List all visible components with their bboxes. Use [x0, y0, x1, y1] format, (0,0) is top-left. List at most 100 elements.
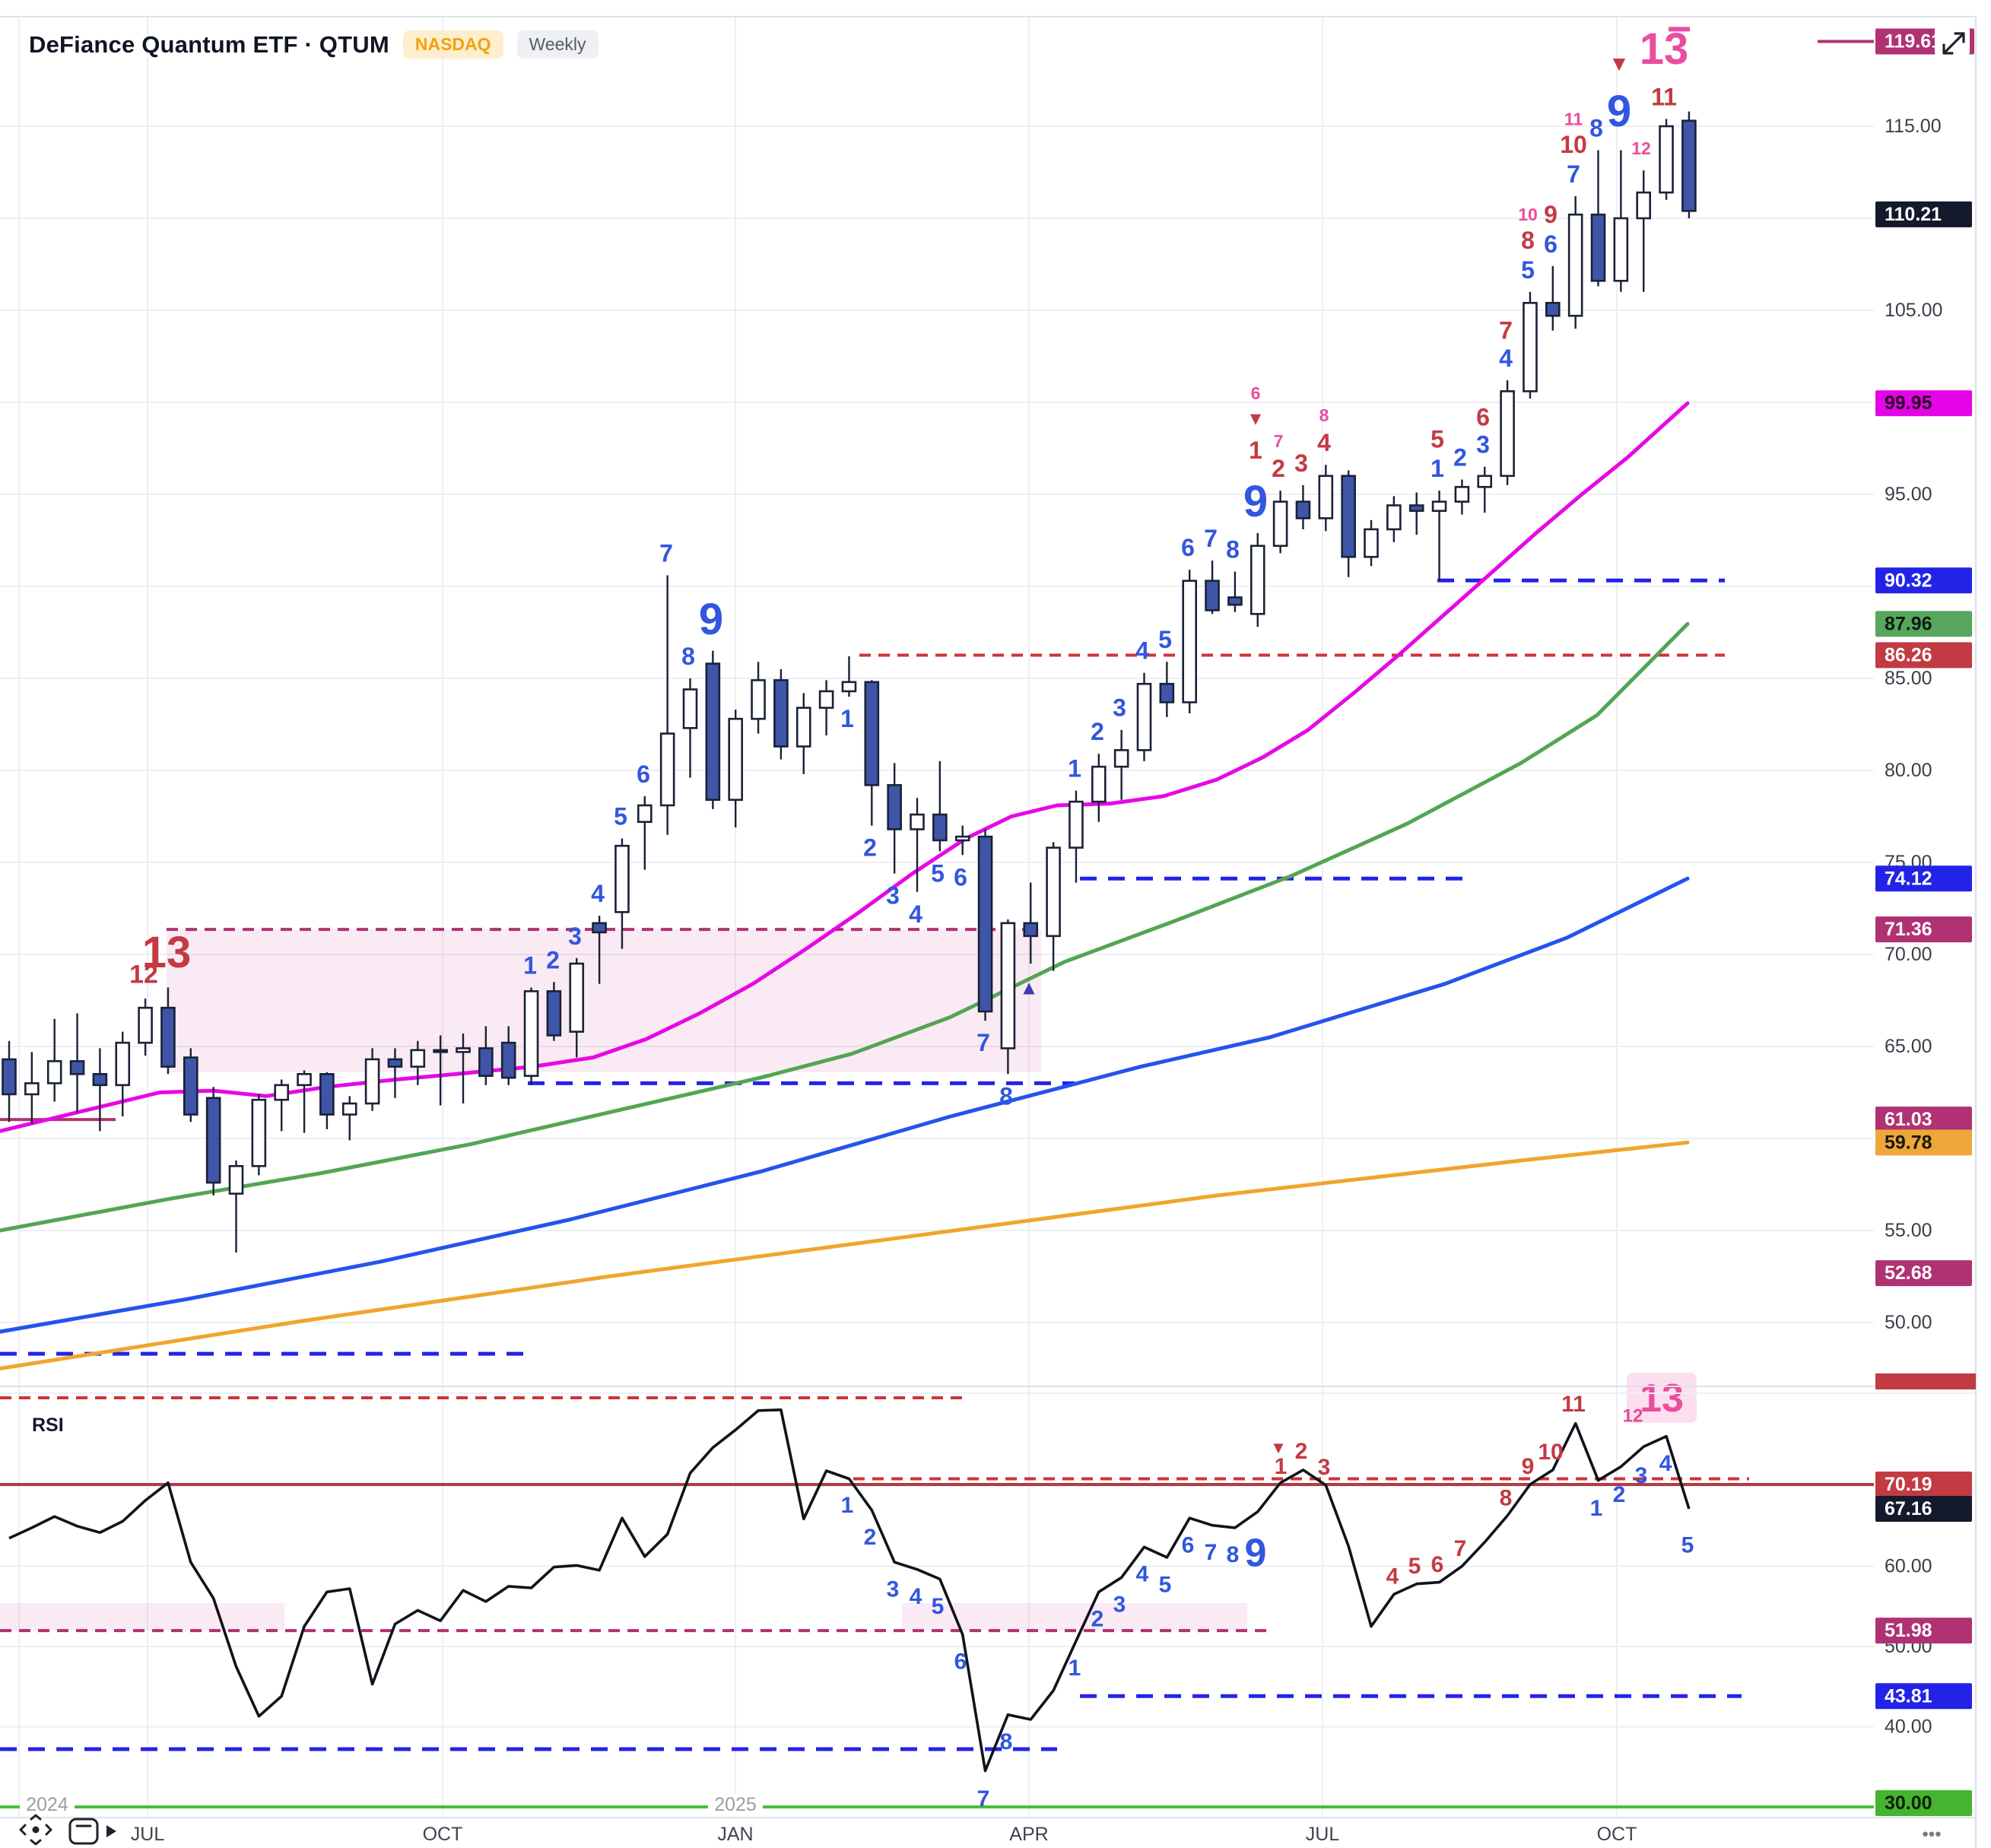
- svg-text:8: 8: [1226, 536, 1240, 564]
- svg-text:10: 10: [1518, 205, 1538, 224]
- svg-text:4: 4: [1499, 345, 1513, 372]
- svg-text:12: 12: [1631, 138, 1651, 158]
- svg-text:61.03: 61.03: [1885, 1109, 1932, 1130]
- price-axis[interactable]: 115.00105.0095.0085.0080.0075.0070.0065.…: [1875, 28, 1976, 1389]
- candle: [478, 1047, 494, 1078]
- svg-text:1: 1: [841, 1493, 854, 1518]
- candle: [1386, 504, 1402, 531]
- svg-text:3: 3: [1113, 694, 1126, 722]
- price-badge: [1875, 916, 1972, 943]
- candle: [364, 1058, 380, 1105]
- svg-text:12: 12: [1623, 1406, 1643, 1427]
- candle: [523, 990, 539, 1078]
- chart-header: DeFiance Quantum ETF · QTUM NASDAQ Weekl…: [29, 30, 599, 59]
- price-badge: [1875, 390, 1972, 417]
- more-options-button[interactable]: •••: [1922, 1824, 1941, 1845]
- price-badge: [1875, 1107, 1972, 1133]
- svg-text:6: 6: [1431, 1552, 1444, 1577]
- svg-text:2: 2: [1091, 718, 1104, 745]
- svg-text:3: 3: [1318, 1455, 1331, 1480]
- svg-text:90.32: 90.32: [1885, 570, 1932, 591]
- candle: [1159, 682, 1175, 703]
- rsi-tick: 40.00: [1885, 1716, 1932, 1738]
- svg-text:8: 8: [1319, 405, 1329, 425]
- price-tick: 105.00: [1885, 300, 1942, 321]
- svg-text:1: 1: [523, 952, 537, 980]
- svg-text:43.81: 43.81: [1885, 1685, 1932, 1707]
- svg-text:6: 6: [637, 760, 650, 788]
- maximize-button[interactable]: [1935, 23, 1970, 59]
- svg-text:5: 5: [1681, 1533, 1694, 1558]
- svg-text:2: 2: [1091, 1607, 1104, 1632]
- candles-layer: [2, 111, 1697, 1253]
- svg-text:6: 6: [954, 863, 967, 891]
- price-badge: [1875, 1129, 1972, 1156]
- axis-tools[interactable]: [19, 1814, 116, 1846]
- svg-text:3: 3: [1476, 431, 1490, 459]
- rsi-badge: [1875, 1683, 1972, 1710]
- svg-text:▼: ▼: [1270, 1438, 1287, 1457]
- svg-text:4: 4: [1317, 429, 1331, 456]
- candle: [569, 962, 585, 1033]
- month-label: OCT: [1597, 1824, 1637, 1845]
- svg-text:4: 4: [910, 1584, 922, 1609]
- svg-text:59.78: 59.78: [1885, 1132, 1932, 1153]
- candle: [1341, 475, 1356, 558]
- candle: [841, 681, 857, 693]
- year-label: 2025: [714, 1794, 757, 1815]
- ma-fast: [0, 401, 1690, 1133]
- svg-text:4: 4: [1386, 1564, 1399, 1589]
- svg-text:1: 1: [1590, 1496, 1603, 1521]
- candle: [297, 1073, 312, 1087]
- svg-text:8: 8: [999, 1082, 1013, 1110]
- svg-text:7: 7: [659, 539, 673, 567]
- svg-text:74.12: 74.12: [1885, 868, 1932, 889]
- svg-text:110.21: 110.21: [1885, 204, 1942, 225]
- candle: [410, 1049, 426, 1068]
- ma-slow: [0, 876, 1690, 1334]
- candle: [910, 813, 925, 830]
- candle: [183, 1056, 198, 1116]
- interval-badge[interactable]: Weekly: [516, 30, 599, 59]
- moving-averages: [0, 401, 1690, 1370]
- svg-text:▼: ▼: [1608, 52, 1630, 75]
- go-to-date-arrow: [106, 1825, 116, 1837]
- candle: [1113, 749, 1129, 768]
- price-tick: 50.00: [1885, 1312, 1932, 1333]
- candle: [1659, 125, 1674, 194]
- svg-text:4: 4: [591, 880, 605, 907]
- candle: [1590, 213, 1606, 282]
- candle: [795, 706, 811, 748]
- candle: [341, 1102, 357, 1116]
- svg-text:99.95: 99.95: [1885, 392, 1932, 414]
- svg-text:119.61: 119.61: [1885, 30, 1942, 52]
- candle: [456, 1047, 471, 1053]
- grid-layer: [0, 16, 1976, 1818]
- price-tick: 65.00: [1885, 1036, 1932, 1057]
- price-tick: 85.00: [1885, 668, 1932, 689]
- svg-text:1: 1: [840, 705, 854, 732]
- month-label: APR: [1009, 1824, 1048, 1845]
- symbol-title: DeFiance Quantum ETF · QTUM: [29, 30, 389, 58]
- svg-text:3: 3: [886, 882, 900, 910]
- svg-text:8: 8: [681, 643, 695, 670]
- svg-text:9: 9: [1607, 87, 1631, 136]
- candle: [1477, 475, 1493, 488]
- rsi-layer: [8, 1408, 1691, 1773]
- time-axis[interactable]: JUL OCT JAN APR JUL OCT •••: [131, 1824, 1942, 1845]
- svg-text:▼: ▼: [1246, 408, 1265, 429]
- price-tick: 70.00: [1885, 944, 1932, 965]
- exchange-badge[interactable]: NASDAQ: [402, 30, 503, 59]
- svg-text:8: 8: [1521, 227, 1535, 254]
- svg-text:10: 10: [1560, 131, 1587, 158]
- rsi-badge: [1875, 1618, 1972, 1644]
- svg-text:5: 5: [931, 860, 945, 887]
- svg-text:7: 7: [1204, 525, 1218, 552]
- candle: [1069, 800, 1084, 849]
- svg-text:8: 8: [1227, 1542, 1240, 1567]
- ma-vslow: [0, 1140, 1690, 1370]
- candle: [251, 1098, 267, 1167]
